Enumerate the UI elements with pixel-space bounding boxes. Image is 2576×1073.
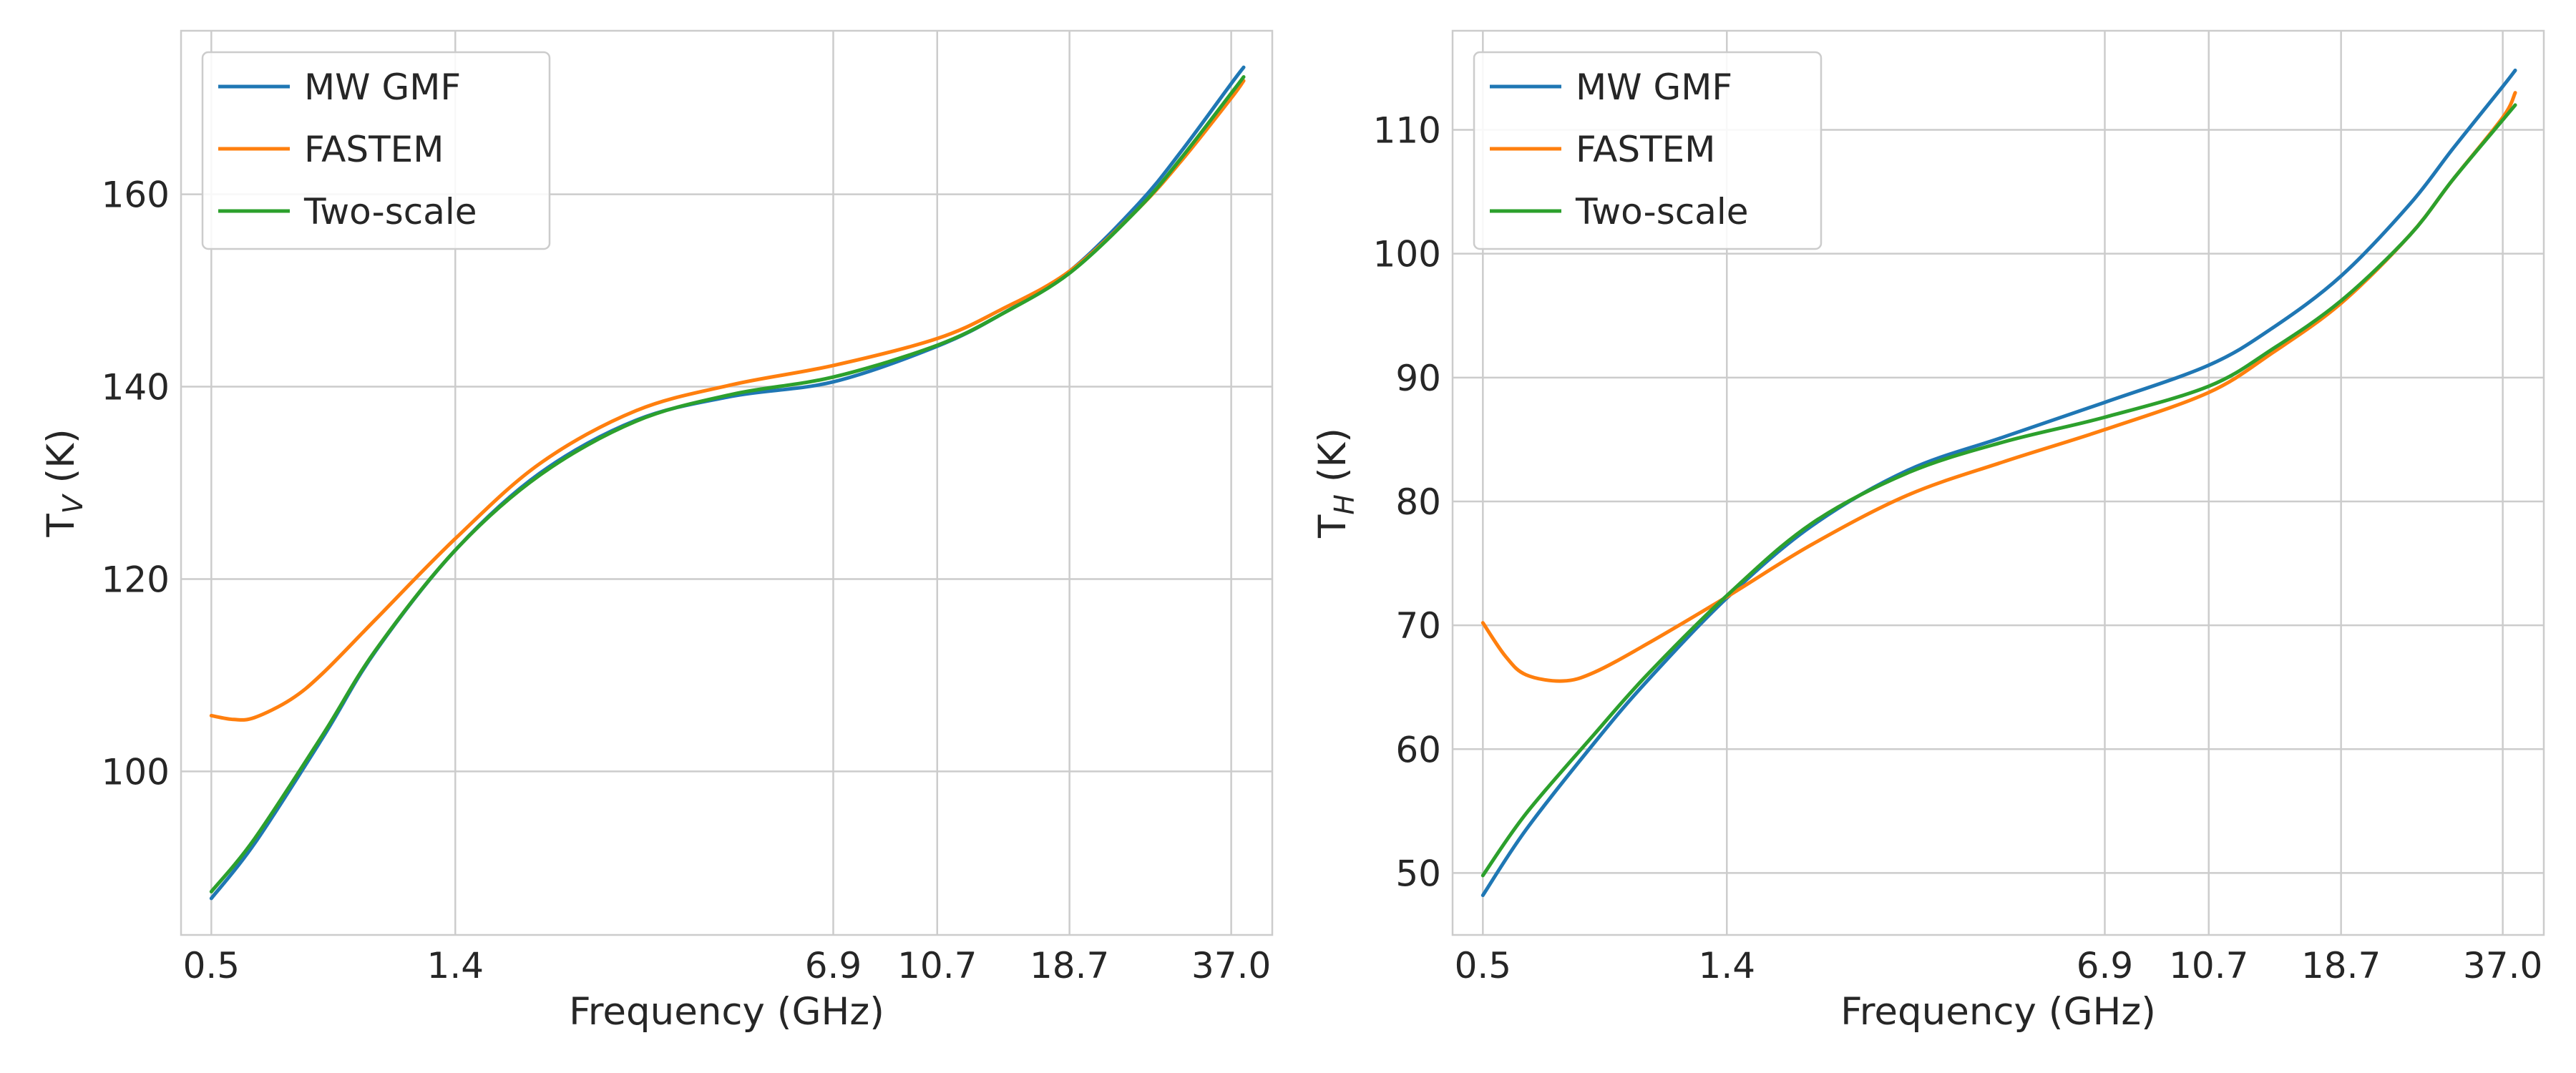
gridlines xyxy=(1453,31,2544,935)
legend-label: FASTEM xyxy=(304,129,444,170)
legend-label: MW GMF xyxy=(1576,67,1732,108)
legend-label: FASTEM xyxy=(1576,129,1715,170)
x-tick-label: 37.0 xyxy=(2463,945,2542,986)
y-tick-label: 110 xyxy=(1373,110,1441,152)
right-panel-th: 0.5 1.4 6.9 10.7 18.7 37.0 50 60 70 80 90 100 110 Fre… xyxy=(1311,29,2545,1034)
legend-label: Two-scale xyxy=(1575,191,1749,232)
legend-label: Two-scale xyxy=(303,191,477,232)
x-tick-label: 18.7 xyxy=(1030,945,1109,986)
legend-box xyxy=(201,51,551,250)
x-axis-label: Frequency (GHz) xyxy=(569,990,884,1034)
x-tick-label: 0.5 xyxy=(1455,945,1512,986)
y-tick-label: 60 xyxy=(1395,729,1441,770)
plot-frame xyxy=(180,29,1274,936)
y-tick-label: 90 xyxy=(1395,358,1441,399)
plot-frame xyxy=(1451,29,2545,936)
series-line-mw-gmf xyxy=(1480,68,2517,898)
y-tick-label: 100 xyxy=(1373,234,1441,275)
legend: MW GMF FASTEM Two-scale xyxy=(1473,51,1823,250)
legend-label: MW GMF xyxy=(304,67,461,108)
y-tick-label: 100 xyxy=(102,751,170,793)
x-axis-label: Frequency (GHz) xyxy=(1840,990,2156,1034)
y-tick-label: 70 xyxy=(1395,605,1441,647)
x-tick-label: 1.4 xyxy=(1699,945,1756,986)
y-tick-label: 140 xyxy=(102,367,170,408)
legend-box xyxy=(1473,51,1823,250)
y-tick-label: 120 xyxy=(102,559,170,600)
x-tick-label: 6.9 xyxy=(2077,945,2134,986)
x-tick-label: 1.4 xyxy=(427,945,484,986)
x-tick-label: 37.0 xyxy=(1191,945,1271,986)
y-axis-label: TV (K) xyxy=(39,428,89,537)
series-line-two-scale xyxy=(209,75,1246,893)
legend: MW GMF FASTEM Two-scale xyxy=(201,51,551,250)
y-tick-label: 50 xyxy=(1395,853,1441,894)
x-tick-label: 10.7 xyxy=(2169,945,2248,986)
series-line-two-scale xyxy=(1480,103,2517,878)
x-tick-label: 18.7 xyxy=(2301,945,2381,986)
x-tick-label: 6.9 xyxy=(805,945,862,986)
x-tick-label: 0.5 xyxy=(183,945,240,986)
left-panel-tv: 0.5 1.4 6.9 10.7 18.7 37.0 100 120 140 160 Frequen… xyxy=(39,29,1274,1034)
y-axis-label: TH (K) xyxy=(1311,428,1360,539)
x-tick-label: 10.7 xyxy=(897,945,977,986)
y-tick-label: 160 xyxy=(102,175,170,216)
y-tick-label: 80 xyxy=(1395,481,1441,523)
